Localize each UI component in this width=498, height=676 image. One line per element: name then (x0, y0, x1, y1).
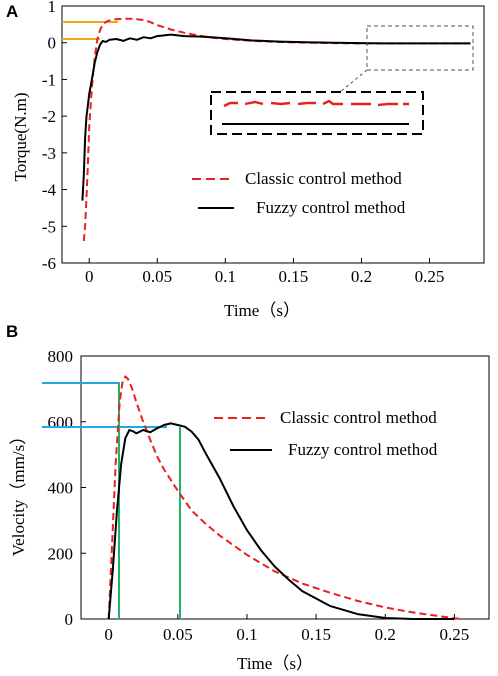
panel-a-y-tick-label: 1 (48, 0, 57, 16)
panel-b-series (107, 375, 462, 620)
panel-b-label: B (6, 322, 18, 341)
panel-b-y-tick-label: 600 (48, 413, 74, 432)
panel-b-y-tick-label: 800 (48, 347, 74, 366)
panel-b-plot-frame (80, 355, 490, 620)
panel-a-series-fuzzy-line (81, 33, 471, 201)
panel-b-x-tick-label: 0 (104, 625, 113, 644)
panel-a-x-tick-label: 0.05 (142, 267, 172, 286)
panel-b-x-axis-label: Time（s） (237, 654, 313, 673)
panel-b-series-classic-line (107, 375, 462, 620)
panel-a-y-tick-label: -6 (42, 254, 56, 273)
panel-b-y-tick-label: 400 (48, 479, 74, 498)
panel-a-zoom-inset (210, 91, 424, 135)
panel-a-y-tick-label: -1 (42, 70, 56, 89)
panel-a-label: A (6, 2, 18, 21)
panel-b-x-ticks: 0 0.05 0.1 0.15 0.2 0.25 (104, 614, 469, 644)
panel-b-series-fuzzy-line (107, 422, 455, 620)
panel-b-x-tick-label: 0.2 (375, 625, 396, 644)
panel-a-x-ticks: 0 0.05 0.1 0.15 0.2 0.25 (85, 258, 444, 286)
panel-a: A -6 -5 -4 -3 -2 -1 0 1 0 0.05 0.1 0.15 0.2 0.25 Tor… (6, 0, 485, 320)
panel-b-y-tick-label: 200 (48, 544, 74, 563)
panel-a-x-tick-label: 0.2 (351, 267, 372, 286)
panel-a-series (81, 17, 471, 242)
panel-b: B 0 200 400 600 800 0 0.05 0.1 0.15 0.2 0.25 Velo… (6, 322, 490, 673)
panel-a-zoom-region-box (366, 25, 474, 71)
panel-a-y-tick-label: -5 (42, 217, 56, 236)
panel-a-x-axis-label: Time（s） (224, 301, 300, 320)
panel-a-x-tick-label: 0 (85, 267, 94, 286)
panel-a-inset-classic-line (223, 99, 409, 108)
panel-a-zoom-connector (339, 69, 368, 93)
panel-a-y-tick-label: -4 (42, 181, 57, 200)
panel-b-x-tick-label: 0.1 (236, 625, 257, 644)
panel-a-x-tick-label: 0.15 (279, 267, 309, 286)
panel-b-x-tick-label: 0.25 (440, 625, 470, 644)
panel-b-y-axis-label: Velocity（mm/s） (9, 428, 28, 556)
panel-a-y-tick-label: -3 (42, 144, 56, 163)
panel-a-y-axis-label: Torque(N.m) (11, 93, 30, 182)
panel-b-x-tick-label: 0.05 (163, 625, 193, 644)
panel-b-legend: Classic control method Fuzzy control met… (214, 408, 438, 459)
panel-a-y-ticks: -6 -5 -4 -3 -2 -1 0 1 (42, 0, 67, 273)
panel-a-plot-frame (61, 5, 485, 264)
panel-b-legend-fuzzy-label: Fuzzy control method (288, 440, 438, 459)
panel-a-y-tick-label: -2 (42, 107, 56, 126)
panel-b-x-tick-label: 0.15 (301, 625, 331, 644)
panel-a-x-tick-label: 0.1 (215, 267, 236, 286)
panel-b-y-ticks: 0 200 400 600 800 (48, 347, 86, 629)
panel-a-x-tick-label: 0.25 (415, 267, 445, 286)
panel-a-y-tick-label: 0 (48, 34, 57, 53)
panel-b-legend-classic-label: Classic control method (280, 408, 437, 427)
panel-b-y-tick-label: 0 (65, 610, 74, 629)
panel-a-legend-fuzzy-label: Fuzzy control method (256, 198, 406, 217)
panel-a-legend-classic-label: Classic control method (245, 169, 402, 188)
panel-a-legend: Classic control method Fuzzy control met… (192, 169, 406, 217)
